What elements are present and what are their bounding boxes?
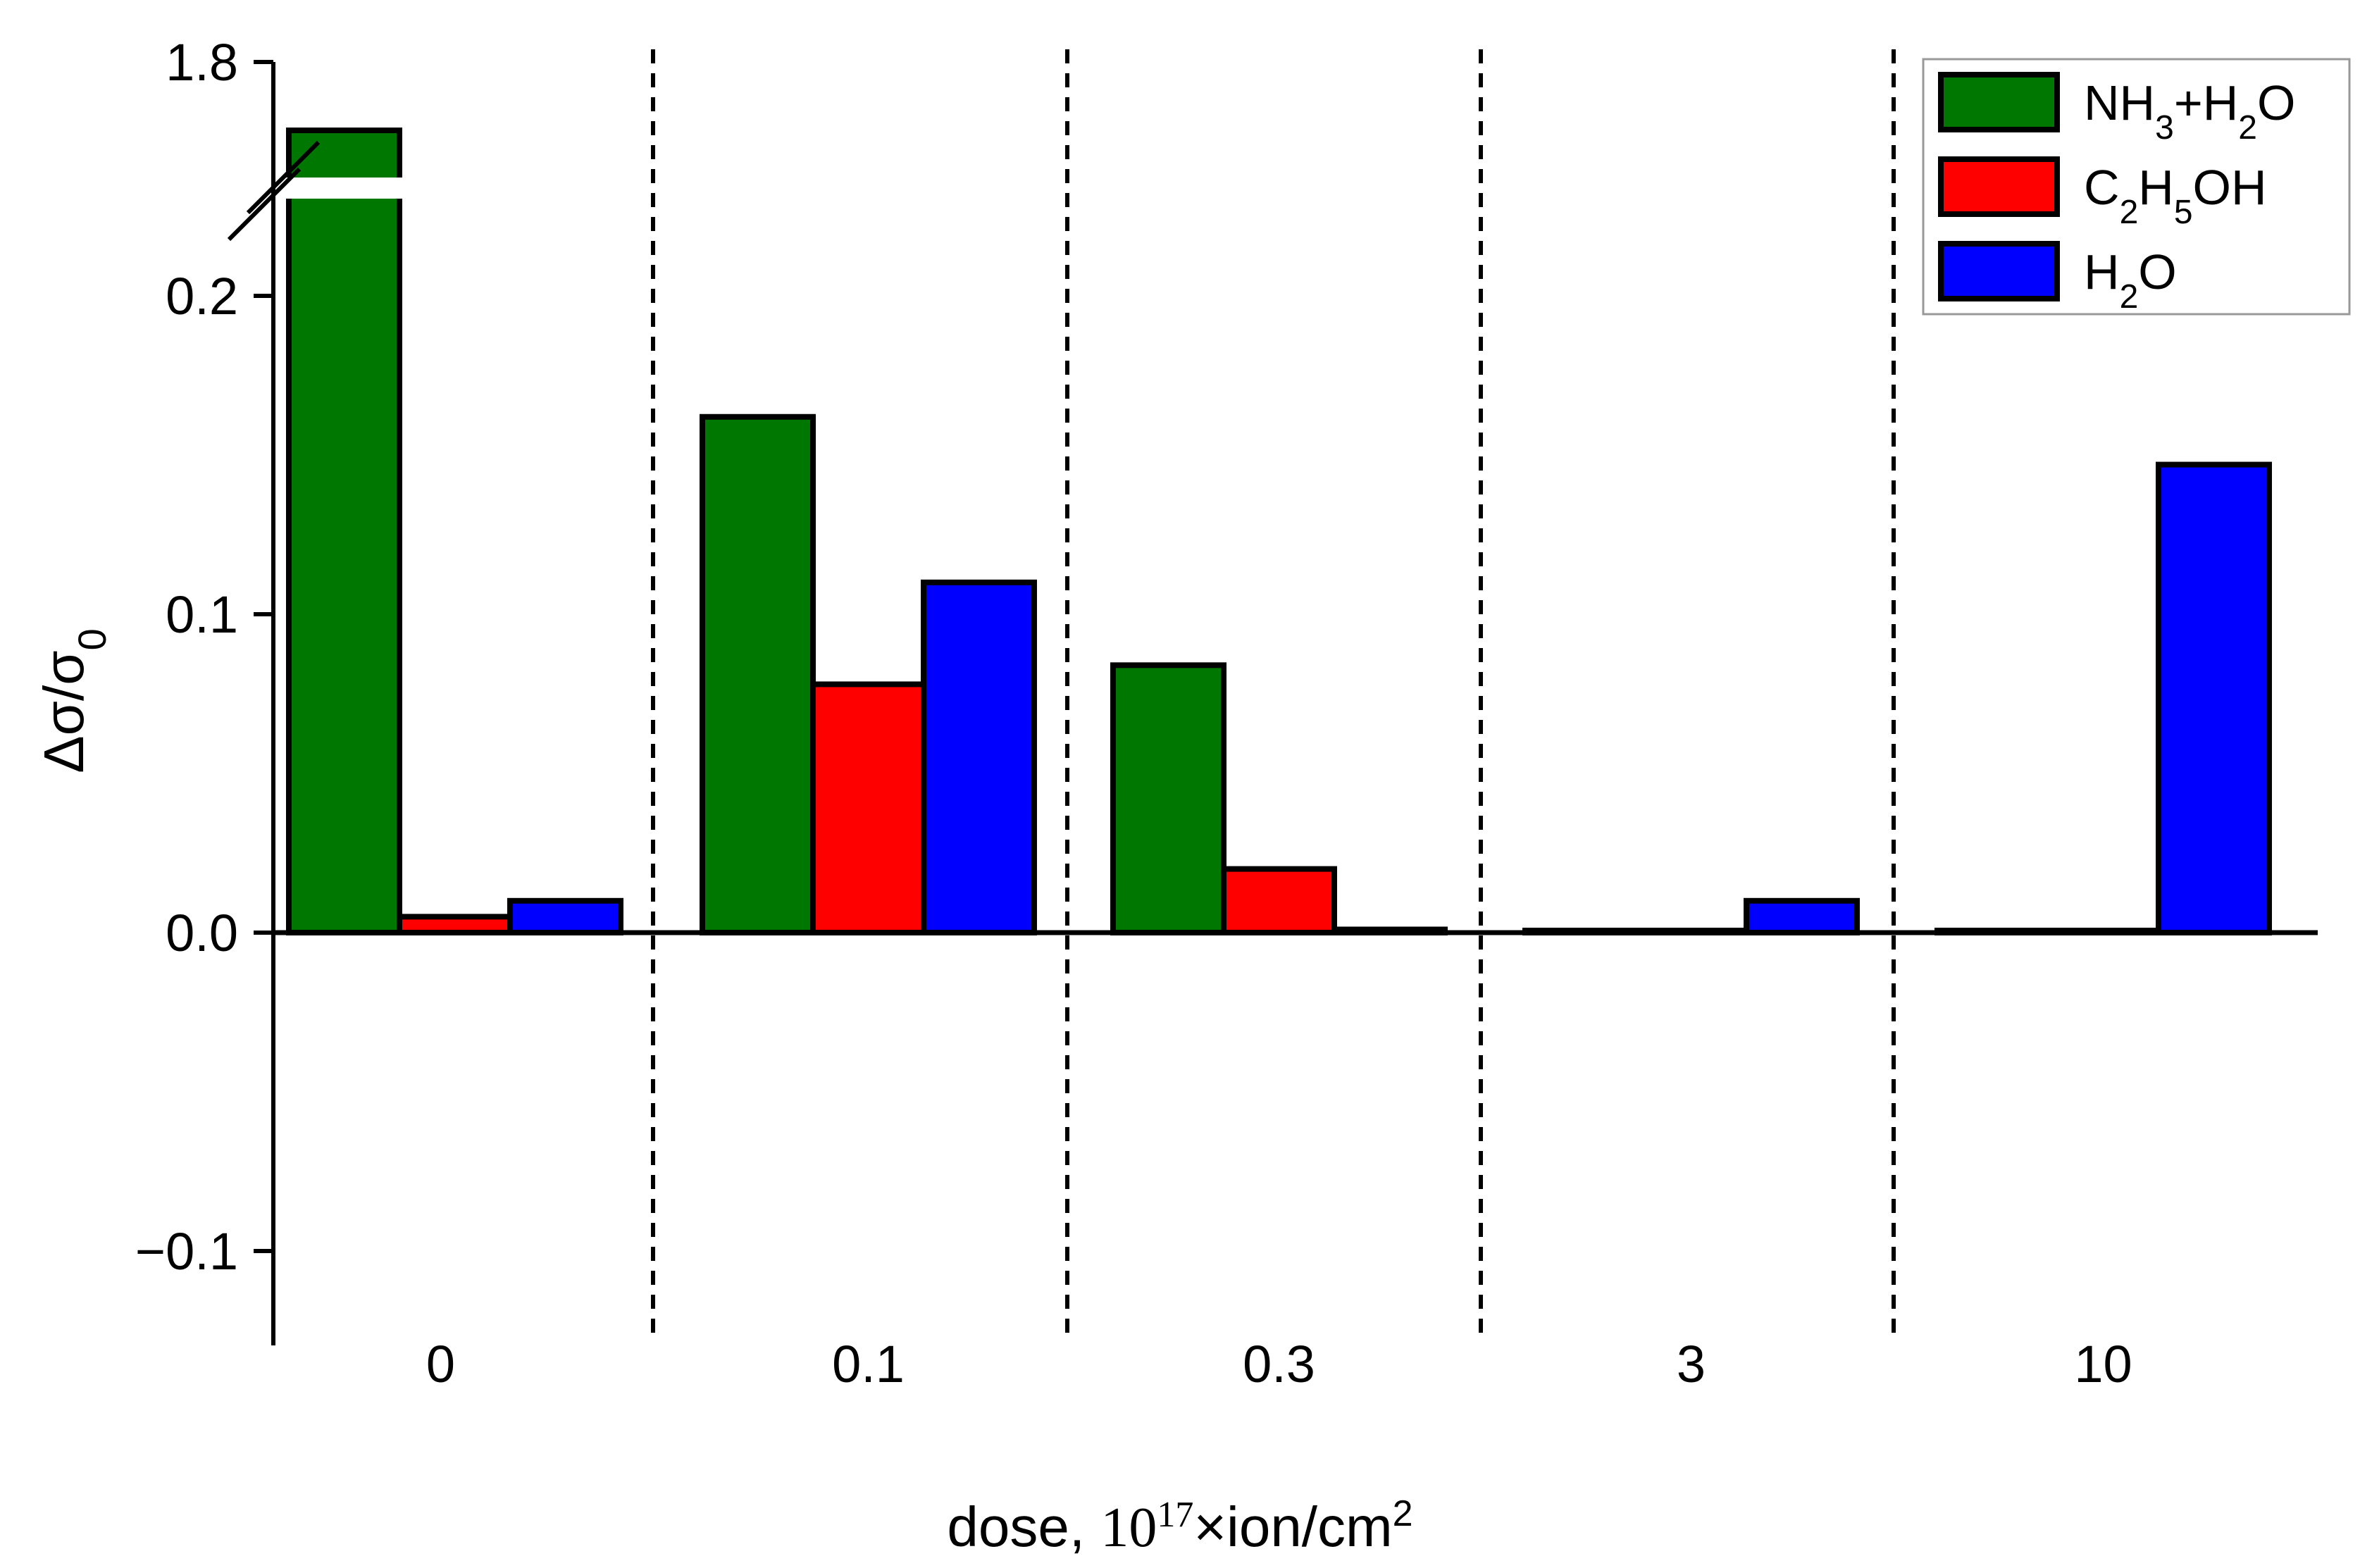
y-axis-label-subscript: 0	[70, 628, 114, 650]
y-tick-label: 0.0	[166, 904, 238, 962]
bar	[1744, 897, 1860, 936]
legend-label: H2O	[2084, 244, 2177, 316]
legend-swatch	[1938, 241, 2060, 301]
x-axis-label-exponent: 17	[1157, 1495, 1193, 1535]
bar	[921, 579, 1037, 935]
bar	[1221, 866, 1337, 935]
x-tick-label: 0	[426, 1335, 455, 1393]
x-tick-labels: 0 0.1 0.3 3 10	[426, 1335, 2132, 1393]
y-tick-label: 0.1	[166, 585, 238, 644]
bars	[286, 127, 2272, 936]
bar	[286, 127, 402, 936]
x-axis-label-prefix: dose,	[947, 1495, 1100, 1558]
axis-break-marker	[227, 140, 409, 242]
bar	[1110, 662, 1226, 935]
bar	[507, 897, 623, 936]
y-axis-label-main: Δσ/σ	[32, 650, 95, 773]
y-ticks: −0.1 0.0 0.1 0.2 1.8	[135, 33, 273, 1281]
legend-label: C2H5OH	[2084, 160, 2267, 231]
x-axis-label: dose, 1017×ion/cm2	[947, 1493, 1412, 1559]
x-tick-label: 0.3	[1243, 1335, 1315, 1393]
legend-swatch	[1938, 72, 2060, 132]
axis-break-slash	[227, 167, 302, 242]
axes: −0.1 0.0 0.1 0.2 1.8 0 0.1 0.3 3 10	[135, 33, 2318, 1393]
legend-label: NH3+H2O	[2084, 75, 2295, 147]
bar	[700, 413, 816, 935]
x-axis-label-suffix: ×ion/cm	[1193, 1495, 1392, 1558]
legend: NH3+H2O C2H5OH H2O	[1922, 58, 2351, 316]
x-tick-label: 10	[2074, 1335, 2132, 1393]
x-tick-label: 3	[1677, 1335, 1706, 1393]
y-axis-label: Δσ/σ0	[32, 628, 114, 773]
x-axis-label-base: 10	[1100, 1497, 1157, 1559]
bar	[2156, 461, 2272, 935]
legend-swatch	[1938, 156, 2060, 217]
axis-break-gap	[278, 178, 409, 199]
axis-break-slash	[246, 140, 321, 215]
x-axis-label-suffix-exponent: 2	[1393, 1493, 1413, 1534]
bar	[810, 681, 926, 935]
y-tick-label: 0.2	[166, 267, 238, 325]
x-tick-label: 0.1	[832, 1335, 905, 1393]
y-tick-label: −0.1	[135, 1222, 238, 1281]
y-tick-label: 1.8	[166, 33, 238, 92]
